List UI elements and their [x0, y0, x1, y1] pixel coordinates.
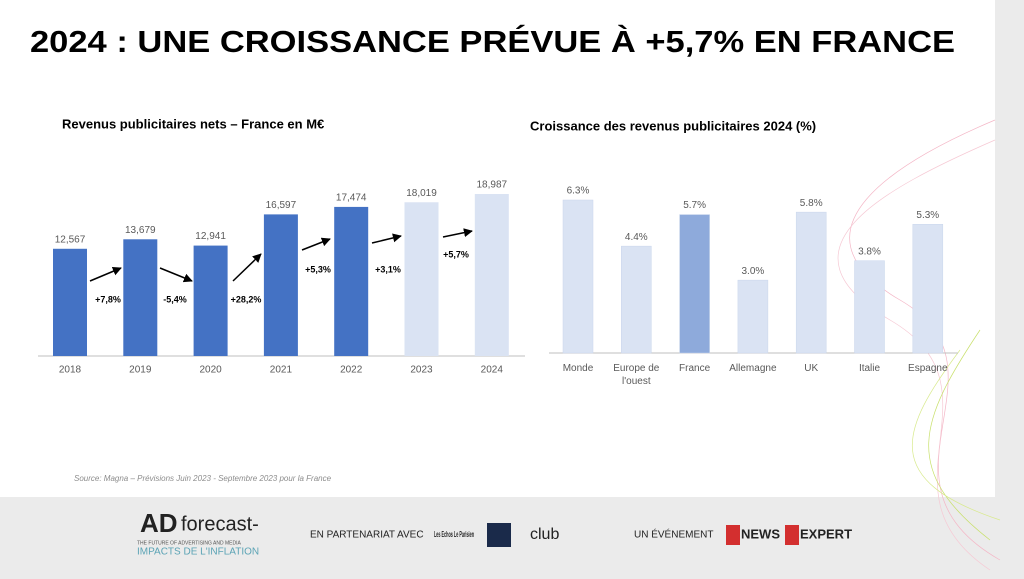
event-logo: EXPERT [800, 526, 852, 541]
growth-annotation: +28,2% [231, 294, 262, 304]
growth-annotation: +3,1% [375, 264, 401, 274]
value-label: 5.7% [683, 200, 706, 211]
growth-annotation: +7,8% [95, 294, 121, 304]
brand-mark: AD [140, 508, 178, 538]
event-logo [785, 525, 799, 545]
value-label: 18,019 [406, 188, 437, 199]
value-label: 16,597 [266, 200, 297, 211]
bar [912, 224, 944, 354]
bar [679, 214, 710, 354]
x-tick-label: 2024 [481, 365, 504, 376]
value-label: 3.8% [858, 246, 881, 257]
partner-logo: Les Echos Le Parisien [434, 530, 474, 539]
x-tick-label: Espagne [908, 363, 948, 374]
bar [621, 245, 652, 354]
x-tick-label: UK [804, 363, 819, 374]
growth-annotation: +5,3% [305, 264, 331, 274]
slide-title: 2024 : UNE CROISSANCE PRÉVUE À +5,7% EN … [30, 24, 955, 59]
value-label: 18,987 [477, 180, 508, 191]
event-logo: NEWS [741, 526, 780, 541]
bar [123, 239, 158, 356]
value-label: 12,941 [195, 231, 226, 242]
bar [562, 199, 594, 354]
x-tick-label: 2018 [59, 365, 82, 376]
value-label: 6.3% [567, 186, 590, 197]
bar [474, 194, 509, 356]
bar [404, 202, 439, 356]
x-tick-label: 2021 [270, 365, 293, 376]
growth-annotation: -5,4% [163, 294, 187, 304]
value-label: 5.8% [800, 198, 823, 209]
bar [193, 245, 228, 356]
bar [854, 260, 885, 354]
brand-tagline: THE FUTURE OF ADVERTISING AND MEDIA [137, 540, 241, 546]
x-tick-label: Monde [562, 363, 594, 374]
event-label: UN ÉVÉNEMENT [634, 528, 713, 541]
source-note: Source: Magna – Prévisions Juin 2023 - S… [74, 474, 332, 483]
brand: forecast- [181, 513, 259, 535]
partner-label: EN PARTENARIAT AVEC [310, 530, 424, 541]
bar [334, 206, 369, 356]
growth-annotation: +5,7% [443, 249, 469, 259]
x-tick-label: Italie [858, 363, 881, 374]
partner-logo: club [530, 526, 559, 543]
value-label: 4.4% [625, 232, 648, 243]
bar [737, 279, 769, 354]
bar [53, 248, 87, 356]
brand-subtitle: IMPACTS DE L'INFLATION [137, 547, 259, 558]
x-tick-label: 2022 [340, 365, 363, 376]
value-label: 3.0% [742, 266, 765, 277]
x-tick-label: 2020 [199, 365, 222, 376]
decorative-waves [837, 119, 1001, 571]
value-label: 17,474 [336, 193, 367, 204]
x-tick-label: 2023 [410, 365, 433, 376]
value-label: 5.3% [916, 210, 939, 221]
partner-logo [487, 523, 511, 547]
bar [795, 211, 827, 354]
bar [263, 214, 298, 356]
event-logo [726, 525, 740, 545]
x-tick-label: Allemagne [729, 363, 777, 374]
value-label: 12,567 [55, 234, 86, 245]
value-label: 13,679 [125, 225, 156, 236]
chart-title: Revenus publicitaires nets – France en M… [62, 116, 324, 131]
x-tick-label: Europe de l'ouest [613, 363, 660, 387]
chart-title: Croissance des revenus publicitaires 202… [530, 118, 816, 133]
x-tick-label: France [679, 363, 711, 374]
growth-arrows [89, 228, 473, 283]
x-tick-label: 2019 [129, 365, 152, 376]
